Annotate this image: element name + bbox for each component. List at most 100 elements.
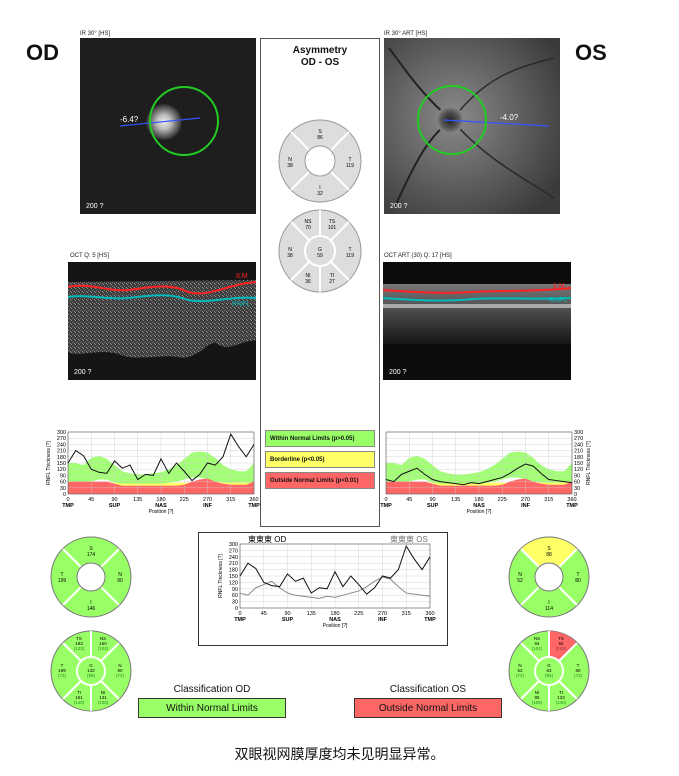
asym-quad-s-value: 86 [317, 135, 323, 141]
x-tick-label: 270 [378, 611, 387, 617]
y-tick-label: 0 [235, 606, 238, 612]
os-quad-n-label: N [518, 572, 522, 578]
os-angle-text: -4.0? [500, 113, 519, 122]
os-sect-ts-value: 92 [558, 641, 564, 646]
x-tick-label: 225 [354, 611, 363, 617]
region-label: TMP [62, 503, 74, 509]
od-sect-ts-value: 183 [75, 641, 83, 646]
os-quad-n-value: 52 [517, 578, 523, 584]
od-ilm-line [68, 281, 256, 295]
asym-sect-ni-value: 36 [305, 279, 311, 285]
os-sect-ts-ref: (133) [556, 646, 567, 651]
os-sect-n-value: 52 [517, 668, 523, 673]
od-quad-t-value: 199 [58, 578, 67, 584]
x-tick-label: 270 [203, 497, 212, 503]
x-tick-label: 45 [261, 611, 267, 617]
os-quad-s-label: S [547, 546, 551, 552]
compare-legend-os: 東東東 OS [390, 534, 428, 544]
region-label: NAS [473, 503, 485, 509]
od-sect-ns-ref: (102) [98, 646, 109, 651]
compare-legend-od: 東東東 OD [248, 534, 286, 544]
asym-sect-ts-value: 101 [328, 225, 337, 231]
x-tick-label: 0 [384, 497, 387, 503]
od-sect-ni-value: 131 [99, 695, 107, 700]
od-sect-ni-label: NI [101, 690, 106, 695]
asymmetry-title: Asymmetry [292, 45, 348, 56]
asym-quad-s-label: S [318, 129, 322, 135]
os-oct-scale: 200 ? [389, 369, 407, 376]
od-fundus-svg: -6.4? 200 ? [80, 38, 256, 214]
y-tick-label: 120 [57, 467, 66, 473]
y-tick-label: 240 [57, 442, 66, 448]
asymmetry-subtitle: OD - OS [300, 57, 340, 68]
od-quad-n-value: 90 [117, 578, 123, 584]
od-sect-ti-value: 161 [75, 695, 83, 700]
x-tick-label: 90 [284, 611, 290, 617]
os-sect-ni-value: 95 [534, 695, 540, 700]
x-tick-label: 180 [330, 611, 339, 617]
os-fundus-svg: -4.0? 200 ? [384, 38, 560, 214]
os-sect-ni-ref: (105) [532, 700, 543, 705]
od-quad-t-label: T [60, 572, 63, 578]
region-label: TMP [424, 617, 436, 623]
asym-sect-g-label: G [318, 247, 322, 253]
od-quad-s-value: 174 [87, 552, 96, 558]
os-sect-ns-ref: (102) [532, 646, 543, 651]
os-sect-ti-ref: (140) [556, 700, 567, 705]
x-axis-label: Position [?] [149, 509, 174, 515]
os-sect-g-ref: (96) [545, 673, 554, 678]
y-tick-label: 270 [57, 436, 66, 442]
od-sect-g-label: G [89, 663, 93, 668]
region-label: TMP [380, 503, 392, 509]
region-label: INF [378, 617, 388, 623]
os-quadrant-chart: S 88 N 52 T 80 I 114 [508, 536, 590, 618]
od-fundus-image: -6.4? 200 ? [80, 38, 256, 214]
os-sector-chart: NS 84 (102) TS 92 (133) N 52 (72) G 83 (… [508, 630, 590, 712]
x-tick-label: 90 [111, 497, 117, 503]
os-rnfl-line [383, 297, 571, 302]
x-tick-label: 315 [544, 497, 553, 503]
region-label: TMP [566, 503, 578, 509]
x-axis-label: Position [?] [467, 509, 492, 515]
os-sect-g-value: 83 [546, 668, 552, 673]
od-sect-t-ref: (73) [58, 673, 67, 678]
od-quad-i-value: 146 [87, 606, 96, 612]
asym-sect-n-label: N [288, 247, 292, 253]
x-axis-label: Position [?] [323, 623, 348, 629]
plot-frame [385, 431, 573, 495]
asym-quad-n-value: 38 [287, 163, 293, 169]
y-tick-label: 90 [60, 473, 66, 479]
os-quad-t-value: 80 [575, 578, 581, 584]
os-sect-t-ref: (73) [574, 673, 583, 678]
x-tick-label: 90 [429, 497, 435, 503]
region-label: SUP [282, 617, 294, 623]
asym-quad-i-value: 32 [317, 191, 323, 197]
y-tick-label: 60 [574, 480, 580, 486]
asym-sect-ns-value: 70 [305, 225, 311, 231]
y-tick-label: 270 [574, 436, 583, 442]
legend-borderline: Borderline (p<0.05) [265, 451, 375, 468]
asym-quad-t-value: 119 [346, 163, 354, 169]
y-tick-label: 90 [574, 473, 580, 479]
region-label: TMP [248, 503, 260, 509]
region-label: SUP [109, 503, 121, 509]
y-tick-label: 60 [232, 593, 238, 599]
os-scan-line [443, 119, 550, 127]
y-axis-label: RNFL Thickness [?] [46, 441, 52, 485]
od-sect-n-ref: (72) [116, 673, 125, 678]
os-sect-ns-label: NS [534, 636, 540, 641]
asymmetry-sector-chart: NS 70 TS 101 N 38 G 59 T 119 NI 36 TI 27 [278, 209, 362, 293]
region-label: SUP [427, 503, 439, 509]
od-sector-chart: TS 183 (133) NS 150 (102) T 199 (73) G 1… [50, 630, 132, 712]
os-sect-g-label: G [547, 663, 551, 668]
asym-sect-ns-label: NS [305, 219, 313, 225]
y-tick-label: 300 [57, 430, 66, 436]
y-tick-label: 180 [229, 568, 238, 574]
y-tick-label: 90 [232, 587, 238, 593]
od-sect-ti-ref: (140) [74, 700, 85, 705]
x-tick-label: 225 [498, 497, 507, 503]
x-tick-label: 315 [402, 611, 411, 617]
